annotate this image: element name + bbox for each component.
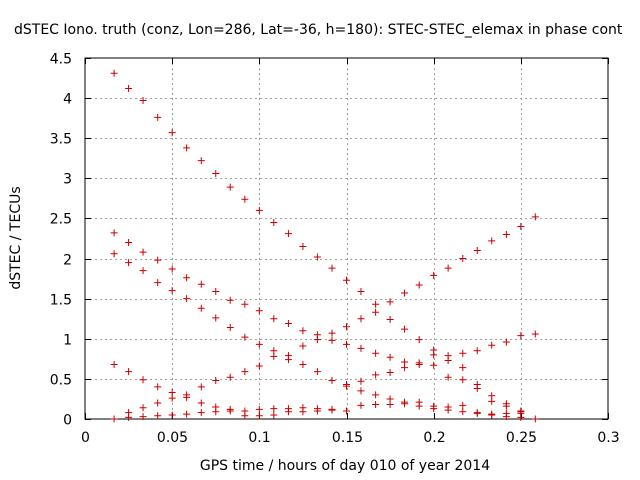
y-tick-label: 1.5: [50, 293, 72, 309]
y-tick-label: 1: [63, 333, 72, 349]
x-tick-label: 0.3: [597, 430, 619, 446]
y-axis-label: dSTEC / TECUs: [8, 186, 24, 289]
y-tick-label: 3: [63, 172, 72, 188]
x-tick-label: 0.05: [157, 430, 188, 446]
x-tick-label: 0.15: [332, 430, 363, 446]
y-tick-label: 4: [63, 92, 72, 108]
x-tick-label: 0: [81, 430, 90, 446]
x-tick-label: 0.2: [423, 430, 445, 446]
x-tick-label: 0.25: [506, 430, 537, 446]
x-tick-label: 0.1: [248, 430, 270, 446]
chart-background: [0, 0, 640, 480]
y-tick-label: 0: [63, 413, 72, 429]
y-tick-label: 0.5: [50, 373, 72, 389]
chart: 0 0.05 0.1 0.15 0.2 0.25 0.3 0 0.5 1 1.5 2 2.5 3 3.5 4 4…: [0, 0, 640, 480]
y-tick-label: 4.5: [50, 52, 72, 68]
y-tick-label: 2: [63, 253, 72, 269]
y-tick-label: 3.5: [50, 132, 72, 148]
y-tick-label: 2.5: [50, 212, 72, 228]
chart-title: dSTEC Iono. truth (conz, Lon=286, Lat=-3…: [14, 22, 623, 38]
x-axis-label: GPS time / hours of day 010 of year 2014: [200, 458, 490, 474]
